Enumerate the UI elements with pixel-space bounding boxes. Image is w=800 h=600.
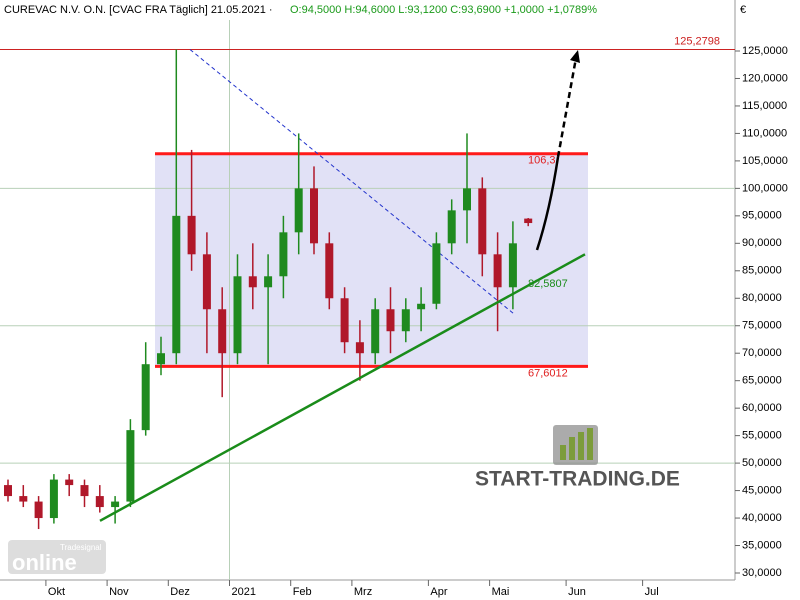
y-tick-label: 95,0000	[742, 210, 782, 222]
watermark-logo	[553, 425, 598, 465]
candle-body	[371, 309, 380, 354]
logo-small: Tradesignal	[60, 543, 102, 552]
level-label: 67,6012	[528, 367, 568, 379]
candle-body	[65, 479, 74, 486]
candle-body	[386, 309, 395, 332]
x-tick-label: Jun	[568, 586, 586, 598]
x-tick-label: Mai	[492, 586, 510, 598]
y-tick-label: 80,0000	[742, 292, 782, 304]
y-tick-label: 30,0000	[742, 567, 782, 579]
logo-box	[8, 540, 106, 574]
candle-body	[49, 479, 58, 519]
y-tick-label: 90,0000	[742, 237, 782, 249]
candle-body	[111, 501, 120, 508]
candle-body	[294, 188, 303, 233]
x-tick-label: Mrz	[354, 586, 372, 598]
candle-body	[141, 364, 150, 431]
support-label: 82,5807	[528, 278, 568, 290]
candle-body	[524, 218, 533, 224]
candle-body	[248, 276, 257, 288]
candle-body	[126, 430, 135, 502]
arrow	[556, 57, 578, 158]
candle-body	[463, 188, 471, 211]
y-tick-label: 55,0000	[742, 430, 782, 442]
candle-body	[493, 254, 502, 288]
logo-big: online	[12, 550, 77, 575]
y-tick-label: 40,0000	[742, 512, 782, 524]
y-tick-label: 100,0000	[742, 182, 788, 194]
candle-body	[233, 276, 242, 354]
x-tick-label: Dez	[170, 586, 190, 598]
x-tick-label: Okt	[48, 586, 65, 598]
candle-body	[279, 232, 288, 277]
support-line	[99, 253, 586, 522]
x-tick-label: Jul	[645, 586, 659, 598]
watermark: START-TRADING.DE	[475, 468, 680, 491]
y-tick-label: 120,0000	[742, 72, 788, 84]
y-tick-label: 45,0000	[742, 484, 782, 496]
x-tick-label: Nov	[109, 586, 129, 598]
candle-body	[478, 188, 487, 255]
candle-body	[172, 215, 181, 354]
y-tick-label: 35,0000	[742, 539, 782, 551]
candle-body	[432, 243, 441, 304]
arrow-head	[570, 50, 580, 63]
y-tick-label: 60,0000	[742, 402, 782, 414]
candle-body	[19, 496, 28, 502]
candle-body	[508, 243, 517, 288]
candle-body	[187, 215, 196, 255]
candle-body	[340, 298, 349, 343]
candle-body	[310, 188, 318, 244]
y-tick-label: 105,0000	[742, 155, 788, 167]
x-tick-label: Apr	[430, 586, 447, 598]
candle-body	[4, 485, 12, 497]
y-tick-label: 110,0000	[742, 127, 787, 139]
y-tick-label: 115,0000	[742, 100, 787, 112]
level-label: 106,3	[528, 155, 556, 167]
y-tick-label: 65,0000	[742, 375, 782, 387]
candle-body	[95, 496, 104, 508]
candle-body	[157, 353, 165, 365]
candle-body	[447, 210, 456, 244]
y-tick-label: 50,0000	[742, 457, 782, 469]
candle-body	[218, 309, 227, 354]
candle-body	[264, 276, 273, 288]
candle-body	[202, 254, 211, 310]
quote: O:94,5000 H:94,6000 L:93,1200 C:93,6900 …	[290, 4, 597, 16]
currency: €	[740, 4, 746, 16]
y-tick-label: 85,0000	[742, 265, 782, 277]
y-tick-label: 125,0000	[742, 45, 788, 57]
x-tick-label: Feb	[293, 586, 312, 598]
candle-body	[417, 303, 426, 310]
arrow	[535, 156, 560, 251]
candle-body	[401, 309, 410, 332]
candle-body	[355, 342, 364, 354]
y-tick-label: 75,0000	[742, 320, 782, 332]
chart-title: CUREVAC N.V. O.N. [CVAC FRA Täglich] 21.…	[4, 4, 273, 16]
x-tick-label: 2021	[232, 586, 256, 598]
candle-body	[325, 243, 334, 299]
level-label: 125,2798	[674, 35, 720, 47]
candle-body	[34, 501, 43, 519]
y-tick-label: 70,0000	[742, 347, 782, 359]
candle-body	[80, 485, 89, 497]
